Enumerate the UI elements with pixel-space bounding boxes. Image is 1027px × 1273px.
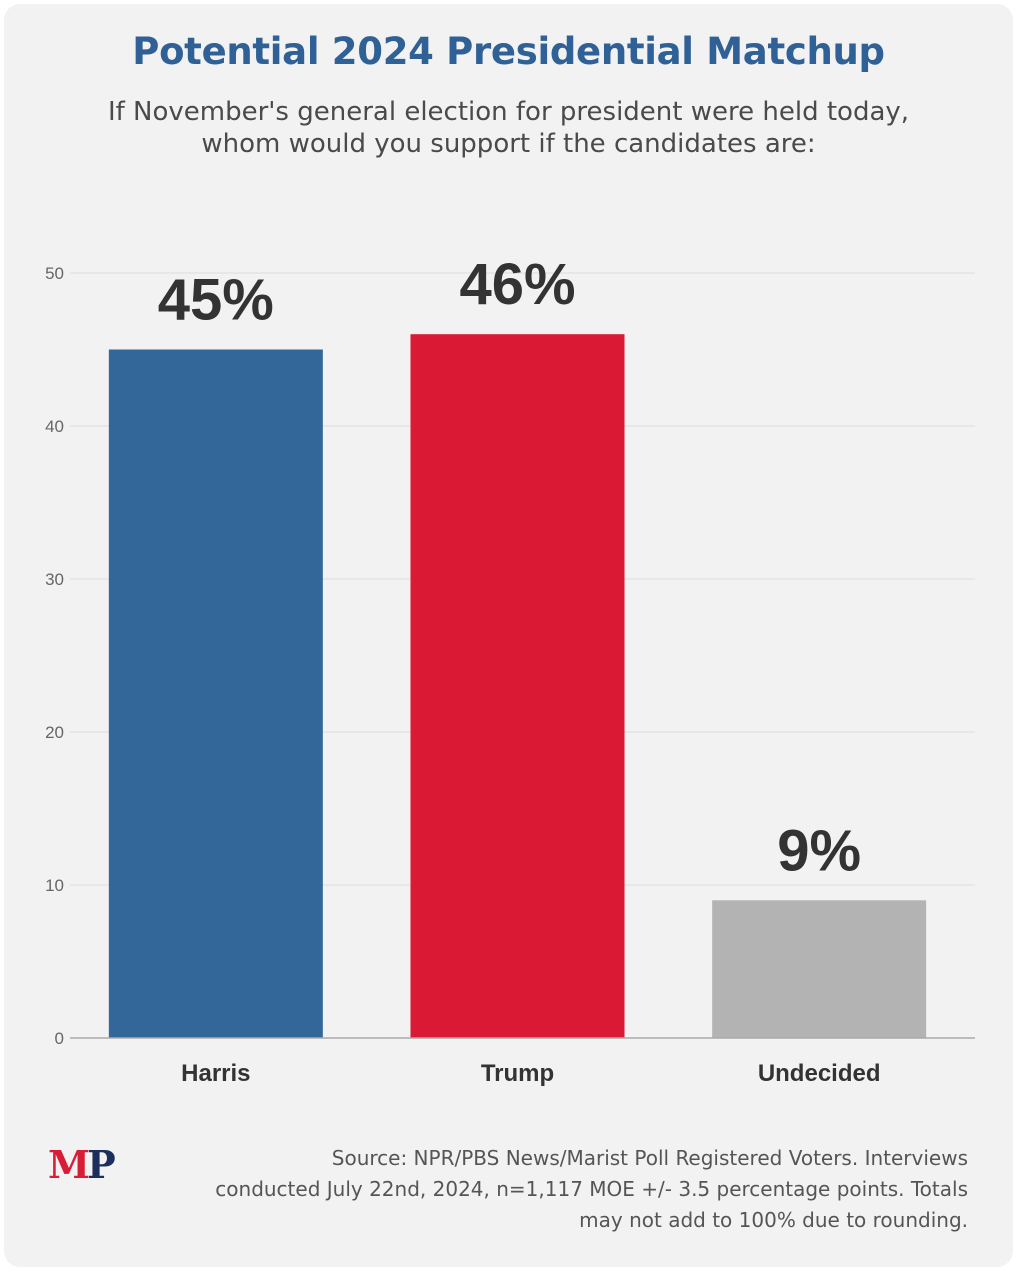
marist-poll-logo: MP [48, 1142, 116, 1187]
x-tick-label: Undecided [758, 1060, 881, 1087]
y-tick-label: 20 [45, 723, 64, 742]
chart-title: Potential 2024 Presidential Matchup [132, 30, 885, 73]
bar-trump [410, 334, 625, 1038]
subtitle-line-2: whom would you support if the candidates… [201, 129, 816, 159]
source-line-3: may not add to 100% due to rounding. [579, 1208, 968, 1232]
logo-letter-p: P [87, 1142, 116, 1187]
y-tick-label: 40 [45, 417, 64, 436]
data-label: 45% [158, 268, 274, 333]
bar-undecided [712, 900, 927, 1038]
source-line-2: conducted July 22nd, 2024, n=1,117 MOE +… [215, 1177, 968, 1201]
subtitle-line-1: If November's general election for presi… [107, 97, 910, 127]
y-tick-label: 30 [45, 570, 64, 589]
y-tick-label: 0 [55, 1029, 64, 1048]
data-label: 9% [777, 818, 861, 883]
logo-letter-m: M [48, 1142, 90, 1187]
source-note: Source: NPR/PBS News/Marist Poll Registe… [160, 1143, 968, 1236]
data-label: 46% [459, 252, 575, 317]
x-tick-label: Trump [481, 1060, 554, 1087]
y-tick-label: 50 [45, 264, 64, 283]
chart-subtitle: If November's general election for presi… [0, 96, 1017, 160]
bar-chart: 0 10 20 30 40 50 45% Harris 46% Trump 9% Undecided [45, 252, 975, 1087]
bar-harris [108, 349, 323, 1038]
x-tick-label: Harris [181, 1060, 250, 1087]
y-tick-label: 10 [45, 876, 64, 895]
source-line-1: Source: NPR/PBS News/Marist Poll Registe… [331, 1146, 968, 1170]
